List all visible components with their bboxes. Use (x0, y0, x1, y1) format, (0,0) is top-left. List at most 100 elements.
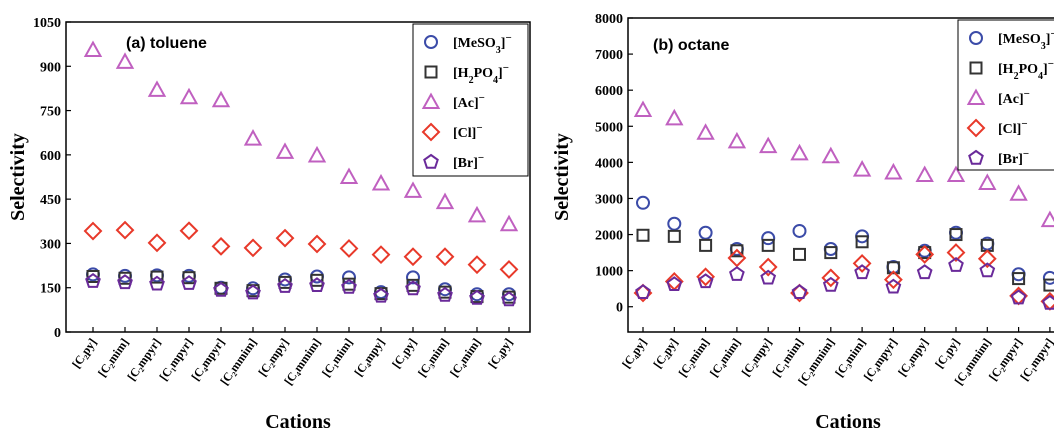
chart-a-point-triangle (371, 173, 391, 191)
chart-b-point-square (699, 238, 713, 252)
chart-a-point-triangle (339, 167, 359, 184)
chart-b-point-triangle (665, 108, 684, 126)
chart-b-point-circle (1011, 267, 1026, 282)
chart-a-ytick-label: 1050 (33, 16, 61, 31)
chart-a-point-pentagon (149, 275, 165, 291)
chart-b-point-triangle (1040, 210, 1054, 228)
chart-b-point-square (793, 247, 806, 261)
chart-b-point-pentagon (822, 276, 839, 292)
chart-a-legend: [MeSO3]− [H2PO4]− [Ac]− [Cl]− [Br]− (412, 23, 529, 177)
chart-b-point-square (1043, 278, 1054, 292)
chart-b-xtick-label: [C₄py] (619, 336, 649, 371)
chart-b-point-pentagon (885, 278, 902, 294)
chart-a-point-diamond (403, 247, 423, 267)
chart-b-ytick-label: 8000 (595, 12, 623, 27)
chart-a-point-pentagon (181, 275, 197, 290)
chart-b-legend-marker (969, 61, 983, 75)
chart-a-point-pentagon (213, 281, 229, 297)
chart-b: (b) octane Cations Selectivity 0 1000 2000… (551, 12, 1054, 433)
chart-b-point-pentagon (666, 276, 683, 291)
chart-b-xtick-label: [C₄mpy] (895, 336, 931, 379)
chart-b-point-pentagon (1042, 294, 1054, 310)
chart-a-point-triangle (435, 192, 455, 210)
chart-b-frame (627, 17, 1054, 333)
chart-a-point-diamond (179, 221, 199, 241)
chart-b-ytick-label: 3000 (595, 192, 623, 207)
chart-a-point-diamond (307, 234, 327, 254)
chart-a-legend-label: [Ac]− (453, 92, 485, 111)
chart-a-xtick-label: [C₄mpy] (351, 336, 387, 379)
chart-b-point-diamond (696, 267, 716, 287)
chart-b-point-circle (667, 216, 682, 231)
chart-b-point-circle (792, 223, 807, 238)
chart-a-point-pentagon (277, 277, 293, 293)
chart-b-point-pentagon (697, 273, 714, 289)
chart-a-point-diamond (83, 221, 103, 241)
chart-b-point-circle (698, 225, 713, 240)
chart-a-point-diamond (371, 245, 391, 265)
chart-a-legend-marker (423, 153, 439, 169)
chart-b-legend: [MeSO3]− [H2PO4]− [Ac]− [Cl]− [Br]− (957, 19, 1054, 171)
chart-a-frame (65, 21, 531, 333)
chart-b-legend-label: [MeSO3]− (998, 28, 1054, 52)
chart-b-point-pentagon (854, 264, 870, 280)
chart-a-ytick-label: 750 (40, 105, 61, 120)
chart-b-point-triangle (852, 160, 872, 177)
chart-a-ytick-label: 900 (40, 60, 61, 75)
chart-b-ytick-label: 0 (616, 301, 623, 316)
chart-a-ylabel: Selectivity (7, 133, 29, 221)
chart-a-point-triangle (147, 80, 167, 97)
chart-b-point-diamond (790, 283, 809, 303)
chart-b-ylabel: Selectivity (551, 133, 573, 221)
chart-b-point-triangle (978, 173, 997, 190)
chart-b-point-square (667, 229, 681, 243)
chart-a-point-triangle (179, 87, 199, 105)
chart-a-point-square (182, 271, 196, 285)
chart-a-point-pentagon (373, 287, 389, 303)
chart-a-point-triangle (83, 40, 103, 58)
chart-b-ytick-label: 7000 (595, 48, 623, 63)
chart-b-point-circle (1042, 270, 1054, 285)
chart-b-point-diamond (852, 254, 872, 273)
chart-a-point-triangle (307, 145, 327, 163)
chart-a-point-triangle (211, 90, 231, 108)
chart-b-point-triangle (727, 131, 747, 149)
chart-a-ytick-label: 0 (54, 326, 61, 341)
chart-a-legend-label: [MeSO3]− (453, 32, 512, 56)
chart-a-point-triangle (499, 214, 519, 232)
chart-a-point-pentagon (245, 284, 261, 300)
chart-b-point-circle (636, 195, 650, 210)
chart-a-point-diamond (499, 259, 519, 279)
chart-b-legend-label: [Ac]− (998, 88, 1030, 107)
chart-b-point-diamond (821, 268, 841, 288)
chart-b-xtick-label: [C₂py] (650, 336, 680, 371)
chart-b-point-triangle (790, 143, 809, 161)
chart-a-xtick-label: [C₂py] (69, 336, 99, 371)
chart-b-point-square (761, 238, 775, 252)
chart-b-xtick-label: [C₂mim] (676, 336, 712, 380)
chart-b-legend-label: [H2PO4]− (998, 58, 1054, 82)
chart-b-point-triangle (759, 136, 778, 154)
chart-b-ytick-label: 5000 (595, 120, 623, 135)
chart-b-point-circle (823, 241, 838, 256)
chart-b-xlabel: Cations (815, 411, 881, 433)
chart-b-point-triangle (1009, 184, 1028, 201)
chart-a-point-circle (502, 287, 516, 302)
chart-b-point-triangle (946, 165, 966, 182)
chart-b-point-square (949, 228, 963, 242)
chart-b-point-pentagon (979, 262, 996, 278)
chart-b-point-square (886, 261, 900, 275)
chart-a-point-square (86, 269, 100, 283)
chart-a-point-pentagon (117, 274, 133, 290)
chart-b-point-square (636, 228, 650, 242)
chart-a-ytick-label: 450 (40, 193, 61, 208)
chart-b-point-triangle (821, 146, 840, 164)
chart-a-point-pentagon (469, 289, 485, 305)
chart-a-legend-marker (421, 122, 441, 142)
chart-b-point-circle (761, 231, 776, 246)
chart-b-legend-marker (969, 31, 983, 45)
chart-b-point-diamond (883, 270, 903, 290)
chart-a-point-diamond (435, 247, 455, 267)
chart-b-point-triangle (915, 165, 934, 182)
chart-b-legend-marker (966, 88, 986, 105)
